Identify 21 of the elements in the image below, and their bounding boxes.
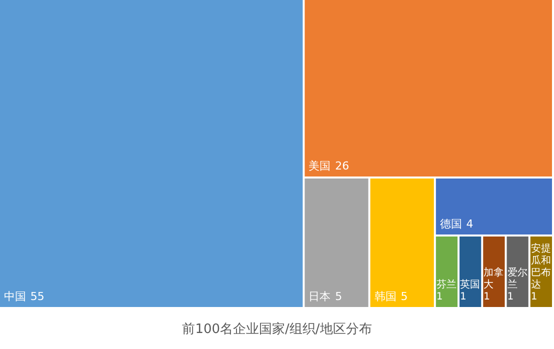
data-label: 5 (400, 290, 408, 303)
category-label: 芬兰 (436, 278, 456, 290)
data-label: 55 (30, 290, 44, 303)
category-label: 美国 (308, 160, 331, 173)
category-label: 爱尔兰 (507, 266, 528, 290)
category-label: 日本 (308, 290, 331, 303)
data-label: 1 (507, 292, 514, 302)
data-label: 1 (436, 292, 443, 302)
data-label: 1 (484, 292, 490, 302)
data-label: 1 (460, 292, 466, 302)
category-label: 安提瓜和巴布达 (530, 242, 551, 290)
category-label: 中国 (4, 290, 26, 303)
data-label: 5 (335, 290, 342, 303)
data-label: 1 (530, 292, 538, 302)
data-label: 26 (335, 160, 350, 173)
category-label: 英国 (460, 278, 480, 290)
category-label: 德国 (440, 218, 462, 231)
category-label: 加拿大 (484, 266, 504, 290)
data-label: 4 (466, 218, 474, 231)
category-label: 韩国 (374, 290, 396, 303)
text: 前100名企业国家/组织/地区分布 (182, 321, 372, 337)
